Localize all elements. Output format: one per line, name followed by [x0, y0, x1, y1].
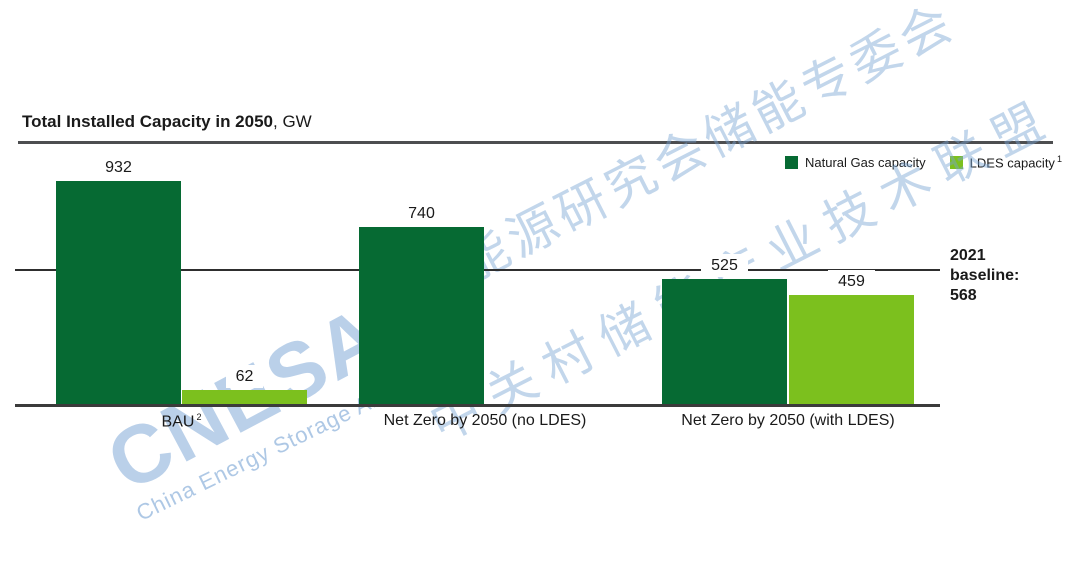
legend-label-natural-gas: Natural Gas capacity: [805, 154, 926, 170]
bar-natural-gas-0: [56, 181, 181, 405]
legend-ldes-footnote-marker: 1: [1056, 154, 1062, 164]
bar-value-label: 525: [637, 254, 812, 277]
natural-gas-swatch-icon: [785, 155, 798, 169]
bar-natural-gas-1: [359, 227, 484, 405]
baseline-annotation: 2021 baseline: 568: [950, 247, 1020, 304]
ldes-swatch-icon: [949, 155, 963, 169]
legend-item-natural-gas: Natural Gas capacity: [785, 155, 926, 170]
bar-ldes-2: [789, 295, 914, 405]
title-divider: [18, 141, 1053, 144]
bar-value-label: 62: [157, 365, 332, 388]
bar-value-label: 740: [334, 202, 509, 225]
page-title: Total Installed Capacity in 2050, GW: [22, 112, 312, 132]
bar-value-label: 932: [31, 156, 206, 179]
x-axis-line: [15, 404, 940, 407]
legend-item-ldes: LDES capacity 1: [949, 154, 1062, 171]
page-title-main: Total Installed Capacity in 2050: [22, 112, 273, 131]
category-label-0: BAU 2: [161, 412, 202, 431]
category-label-2: Net Zero by 2050 (with LDES): [681, 412, 895, 429]
bar-value-label: 459: [764, 270, 939, 293]
chart-legend: Natural Gas capacity LDES capacity 1: [785, 154, 1062, 170]
bar-ldes-0: [182, 390, 307, 405]
legend-label-ldes: LDES capacity 1: [969, 154, 1062, 171]
page-title-unit: , GW: [273, 112, 312, 131]
bar-natural-gas-2: [662, 279, 787, 405]
category-label-1: Net Zero by 2050 (no LDES): [383, 412, 587, 429]
